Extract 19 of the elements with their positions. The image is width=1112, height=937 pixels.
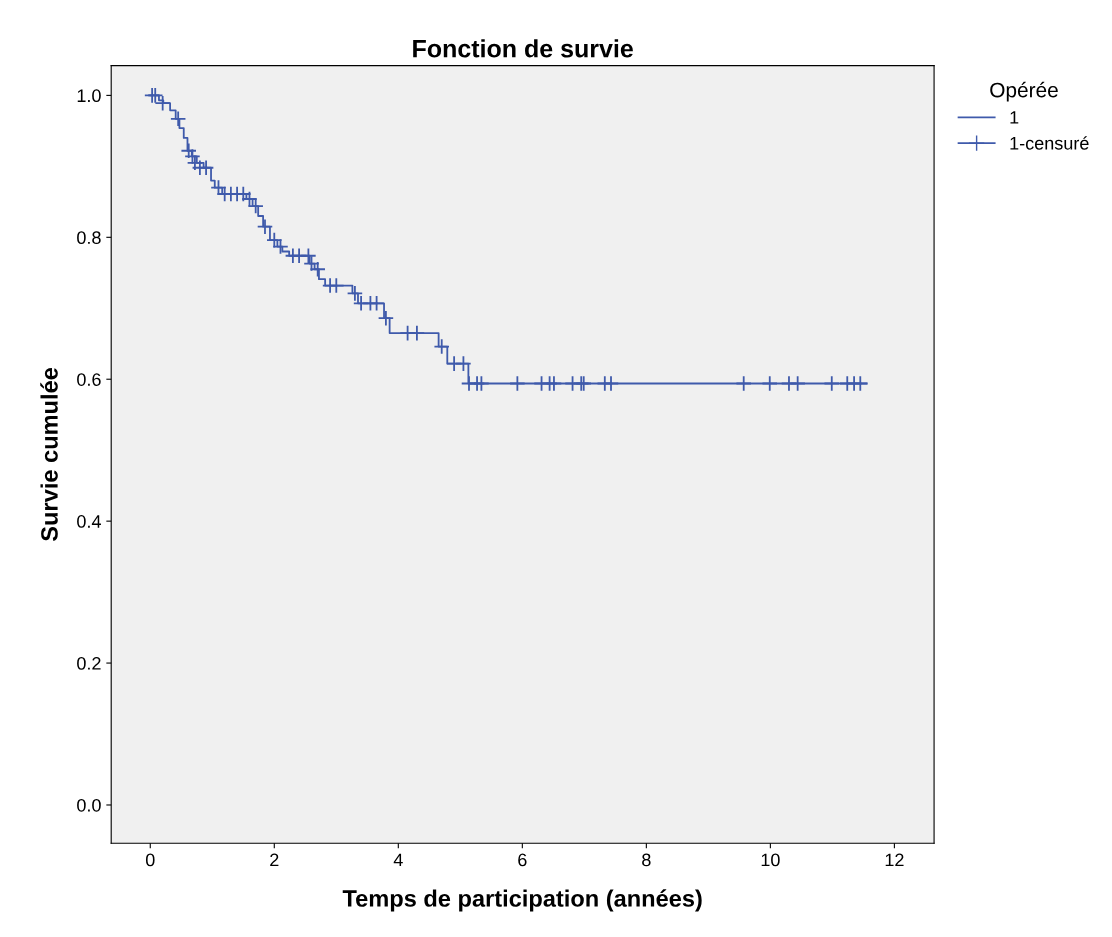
- x-tick-label: 10: [761, 853, 780, 867]
- x-tick-label: 4: [393, 853, 403, 867]
- y-tick-label: 0.0: [77, 798, 101, 812]
- x-tick-label: 6: [518, 853, 527, 867]
- legend-label: 1: [1010, 111, 1019, 124]
- x-axis-title: Temps de participation (années): [342, 889, 702, 912]
- x-tick-label: 12: [885, 853, 904, 867]
- y-tick-label: 0.8: [77, 231, 101, 245]
- y-tick-label: 1.0: [77, 89, 101, 103]
- chart-title: Fonction de survie: [413, 39, 633, 58]
- y-axis-title: Survie cumulée: [40, 367, 58, 542]
- legend-title: Opérée: [990, 81, 1058, 102]
- legend-label: 1-censuré: [1010, 136, 1089, 150]
- y-tick-label: 0.4: [77, 515, 101, 528]
- y-tick-label: 0.6: [77, 373, 101, 386]
- x-tick-label: 0: [145, 853, 155, 867]
- x-tick-label: 2: [270, 853, 279, 867]
- y-tick-label: 0.2: [77, 657, 101, 670]
- x-tick-label: 8: [642, 853, 651, 867]
